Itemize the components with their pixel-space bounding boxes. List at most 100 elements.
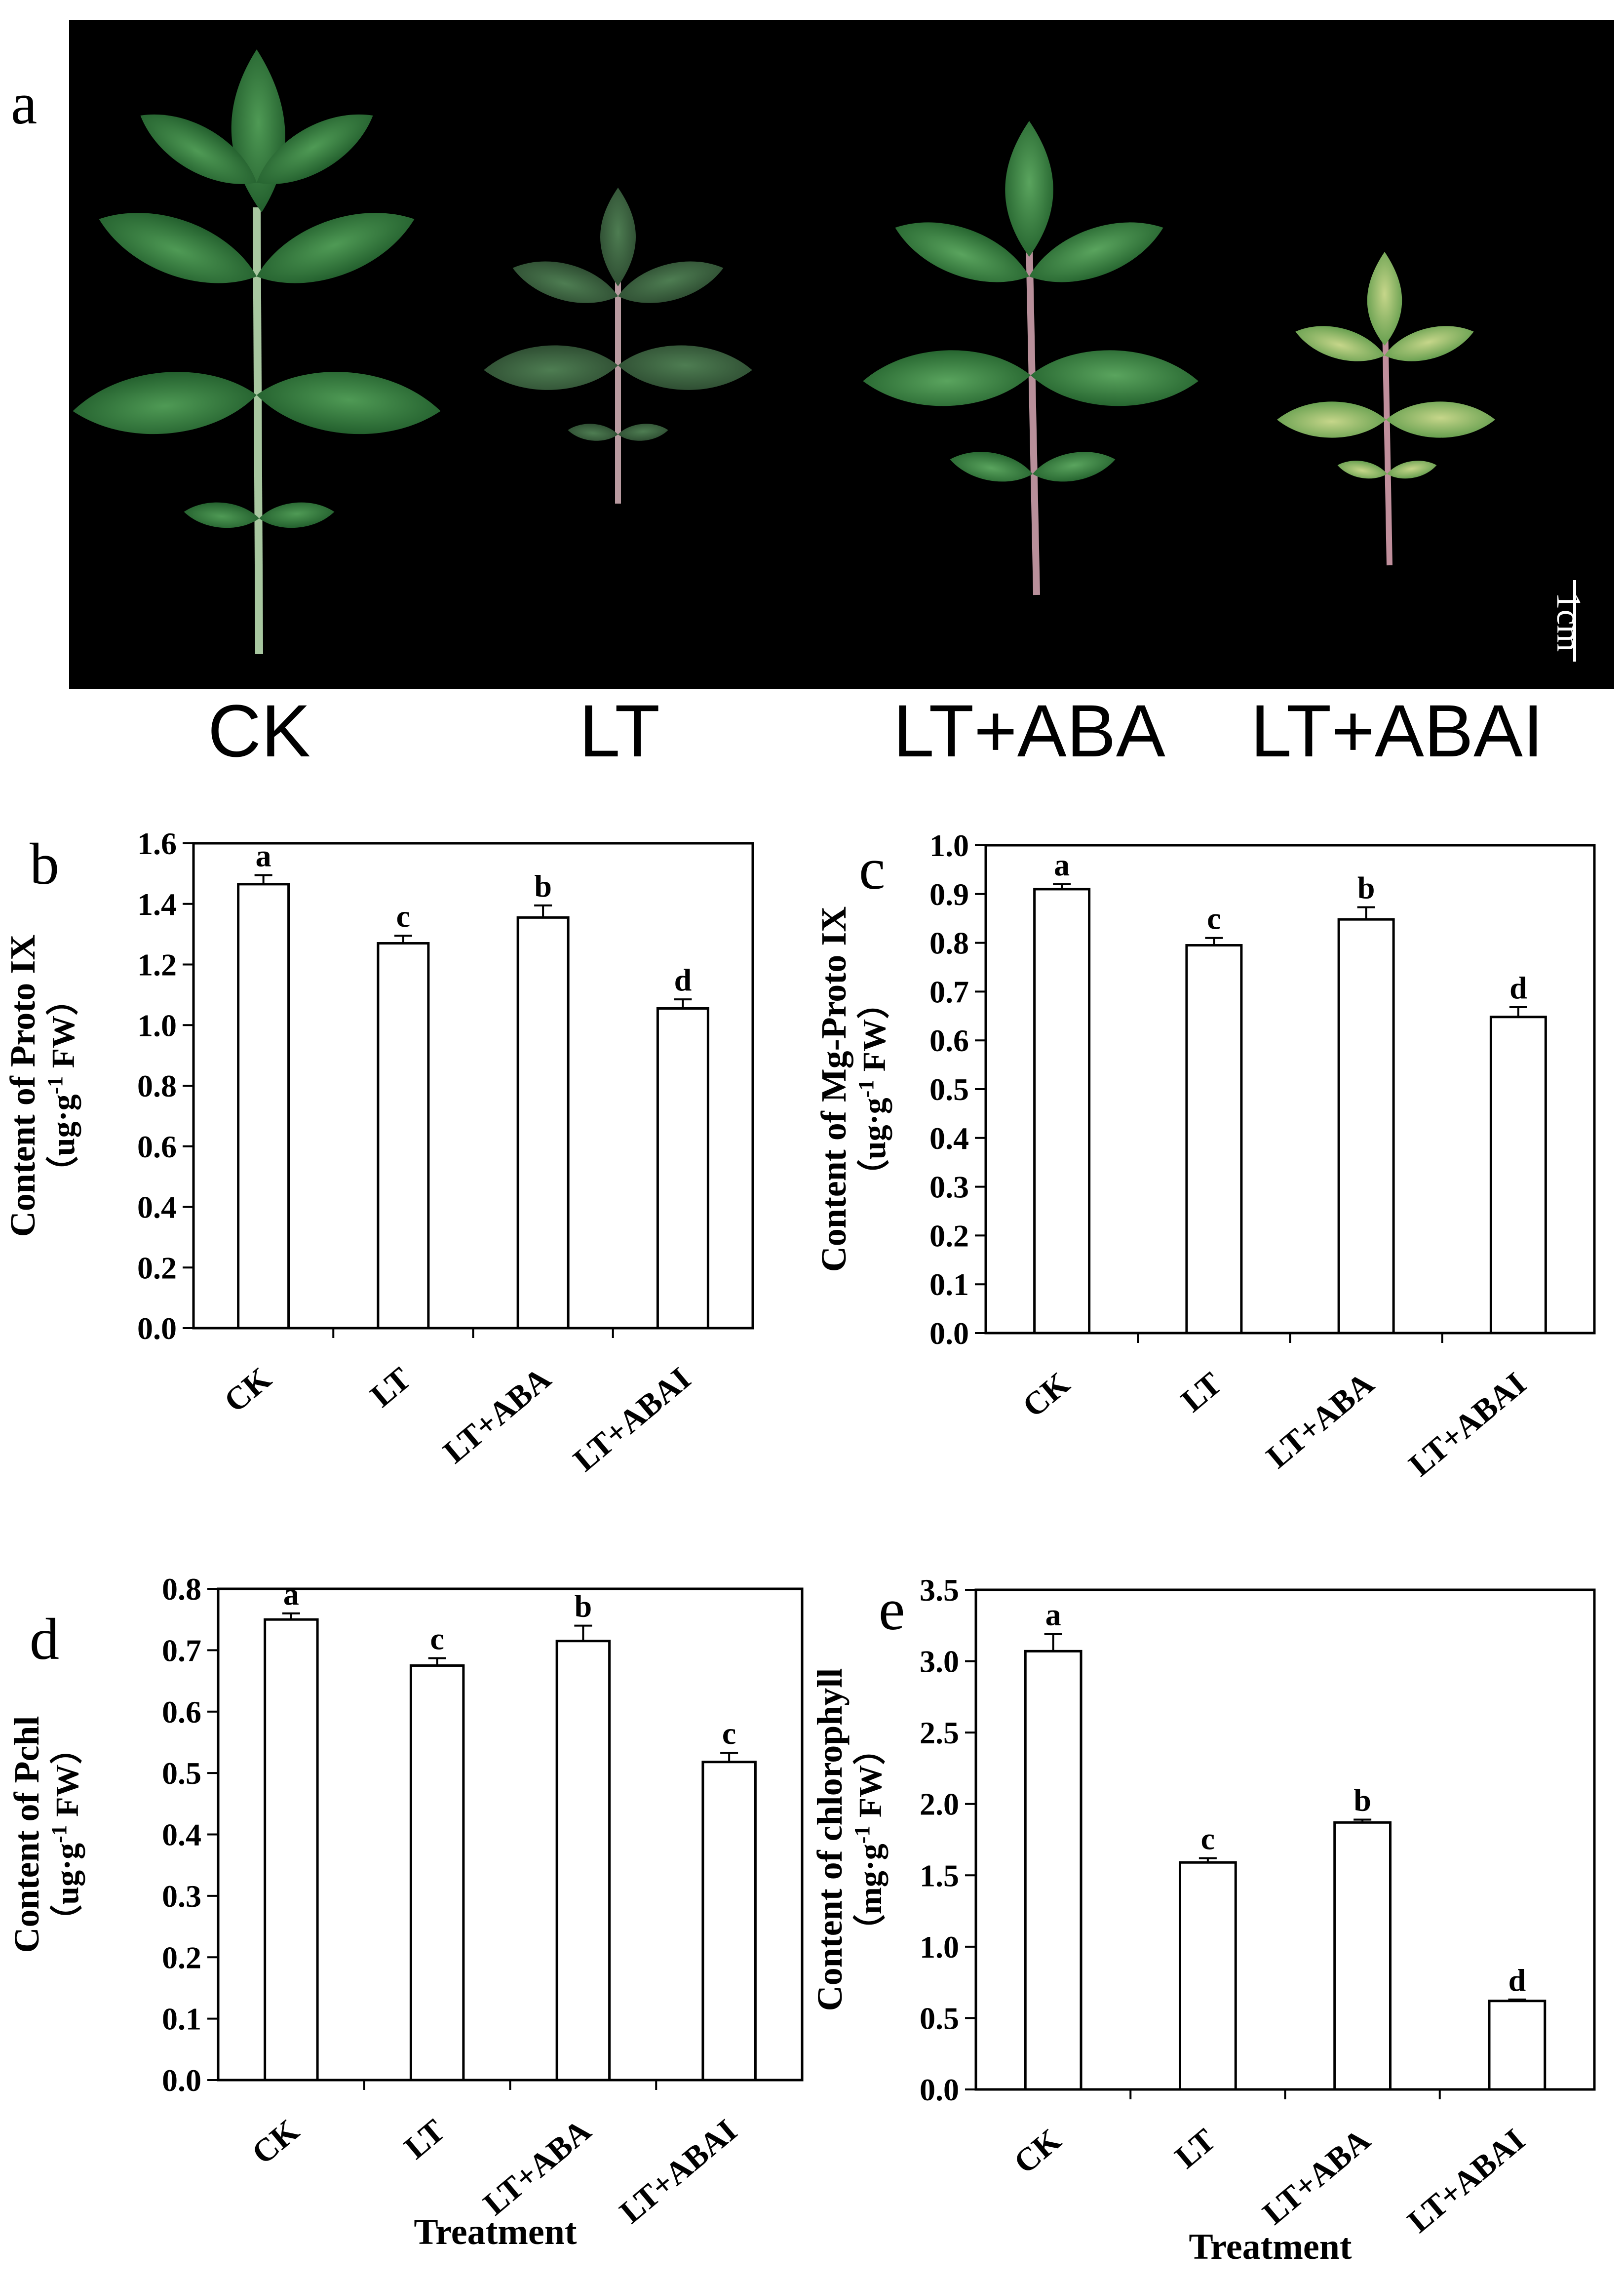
leaf-lt-abai [1277,252,1495,566]
y-axis-unit: （ug·g-1 FW） [854,986,893,1192]
leaf-photograph: 1cm [69,20,1614,689]
x-category-label: CK [1007,2122,1068,2181]
y-tick-label: 0.0 [162,2063,201,2098]
bar-ck [1033,888,1091,1335]
x-axis-title: Treatment [1189,2227,1352,2267]
x-category-label: CK [1016,1366,1077,1425]
y-axis-unit-exponent: -1 [850,1826,874,1844]
bar-lt [1185,944,1243,1335]
y-axis-unit-base: （ug·g [49,1843,85,1937]
y-tick-label: 0.6 [929,1023,969,1058]
panel-letter-d: d [30,1606,59,1672]
x-category-label: LT [1174,1366,1229,1419]
y-tick-label: 0.7 [162,1633,201,1668]
y-tick-label: 3.0 [920,1644,959,1679]
y-axis-label: Content of Pchl [7,1716,46,1953]
significance-letter: b [534,868,552,904]
significance-letter: b [1353,1783,1371,1818]
y-tick-label: 1.0 [137,1008,177,1043]
y-tick-label: 3.5 [920,1573,959,1608]
x-category-label: LT+ABA [477,2112,598,2222]
y-axis-unit-base: （ug·g [45,1094,81,1188]
x-category-label: CK [218,1361,278,1420]
y-axis-unit-base: （mg·g [852,1844,889,1947]
y-axis-unit: （ug·g-1 FW） [47,1731,86,1937]
leaf-illustration: 1cm [70,49,1587,662]
significance-letter: c [430,1621,444,1656]
leaf-lt-aba [862,121,1199,595]
y-axis-unit: （mg·g-1 FW） [850,1732,889,1947]
x-category-label: LT+ABAI [613,2113,744,2231]
y-axis-unit-suffix: FW） [49,1731,85,1825]
chart-mg-proto-ix: 0.0 0.1 0.2 0.3 0.4 0.5 0.6 0.7 0.8 0.9 1.0 a CK c LT b… [814,828,1596,1484]
y-tick-label: 0.0 [929,1316,969,1351]
x-category-label: LT [1168,2122,1223,2176]
bar-lt [377,942,430,1330]
y-tick-label: 0.8 [162,1572,201,1607]
bar-lt-aba [555,1640,611,2082]
y-axis-label: Content of Proto IX [3,935,42,1237]
significance-letter: b [1357,870,1375,905]
bar-ck [264,1618,319,2082]
chart-chlorophyll: 0.0 0.5 1.0 1.5 2.0 2.5 3.0 3.5 a CK c LT b LT+ABA d LT… [810,1573,1596,2267]
bar-lt-aba [516,916,570,1330]
y-tick-label: 0.3 [162,1879,201,1914]
photo-label-lt-aba: LT+ABA [893,689,1165,772]
bar-ck [1024,1650,1083,2091]
y-tick-label: 0.2 [137,1250,177,1285]
x-category-label: LT+ABA [1260,1365,1381,1475]
bar-lt-aba [1333,1821,1392,2091]
photo-label-lt: LT [579,689,660,772]
y-axis-unit-base: （ug·g [856,1098,892,1192]
y-tick-label: 0.4 [162,1817,201,1852]
y-axis-unit-exponent: -1 [43,1076,67,1095]
significance-letter: a [1054,847,1070,882]
bar-lt-abai [1489,1016,1547,1335]
x-category-label: LT+ABA [1256,2122,1377,2232]
leaf-ck [70,49,443,655]
y-tick-label: 0.9 [929,877,969,912]
bar-lt-aba [1337,918,1395,1335]
y-tick-label: 0.1 [929,1267,969,1302]
y-tick-label: 0.4 [929,1121,969,1156]
y-tick-label: 0.1 [162,2002,201,2037]
y-tick-label: 1.0 [929,828,969,863]
x-category-label: LT+ABA [436,1360,558,1470]
bar-lt [409,1664,465,2082]
y-axis-unit: （ug·g-1 FW） [43,983,82,1188]
panel-letter-e: e [879,1576,905,1642]
y-tick-label: 1.2 [137,947,177,983]
y-axis-unit-suffix: FW） [45,983,81,1076]
photo-label-ck: CK [207,689,311,772]
y-tick-label: 0.0 [137,1311,177,1346]
significance-letter: d [1508,1963,1526,1998]
significance-letter: a [256,838,271,873]
y-tick-label: 0.6 [137,1129,177,1164]
x-category-label: LT [398,2113,452,2166]
significance-letter: b [575,1589,592,1624]
panel-letter-b: b [30,831,59,897]
y-tick-label: 0.4 [137,1190,177,1225]
significance-letter: a [1045,1597,1061,1632]
y-axis-unit-exponent: -1 [47,1825,71,1843]
y-axis-label: Content of chlorophyll [810,1668,850,2011]
significance-letter: d [674,962,692,997]
y-tick-label: 0.5 [162,1756,201,1791]
panel-letter-c: c [859,836,886,902]
y-tick-label: 1.6 [137,826,177,861]
y-tick-label: 2.5 [920,1715,959,1750]
y-tick-label: 1.0 [920,1929,959,1965]
significance-letter: c [396,899,410,934]
y-tick-label: 0.2 [162,1940,201,1975]
x-category-label: LT [364,1361,418,1415]
scale-bar-label: 1cm [1549,592,1587,652]
y-tick-label: 0.5 [920,2001,959,2036]
panel-letter-a: a [11,71,38,136]
bar-lt [1178,1861,1237,2091]
bar-lt-abai [701,1761,757,2082]
x-category-label: CK [245,2113,306,2172]
chart-pchl: 0.0 0.1 0.2 0.3 0.4 0.5 0.6 0.7 0.8 a CK c LT b LT+ABA… [7,1572,804,2252]
y-tick-label: 0.5 [929,1072,969,1107]
y-axis-unit-suffix: FW） [856,986,892,1080]
x-category-label: LT+ABAI [1402,1366,1533,1484]
